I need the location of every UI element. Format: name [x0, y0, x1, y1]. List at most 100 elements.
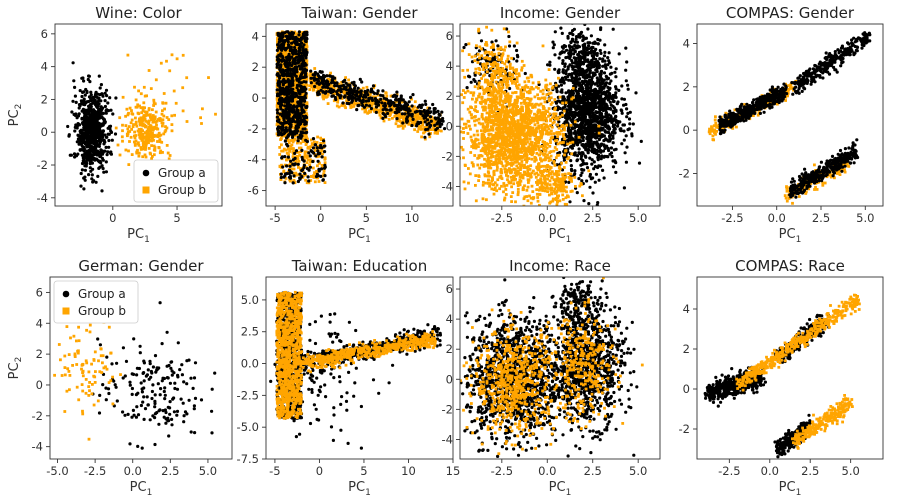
- data-point: [279, 131, 283, 135]
- data-point: [419, 112, 423, 116]
- data-point: [378, 113, 382, 117]
- data-point: [326, 93, 330, 97]
- data-point: [126, 53, 130, 57]
- data-point: [423, 137, 427, 141]
- data-point: [151, 114, 155, 117]
- data-point: [80, 137, 84, 141]
- data-point: [427, 132, 431, 136]
- data-point: [144, 119, 148, 123]
- data-point: [303, 41, 306, 45]
- data-point: [305, 101, 309, 105]
- data-point: [421, 114, 425, 118]
- data-point: [147, 122, 151, 126]
- data-point: [275, 65, 279, 69]
- data-point: [389, 94, 393, 98]
- data-point: [293, 37, 297, 41]
- data-point: [380, 103, 384, 107]
- x-tick-label: -5: [269, 211, 280, 225]
- data-point: [569, 164, 574, 168]
- y-tick-label: 4: [252, 29, 259, 43]
- data-point: [316, 164, 319, 168]
- data-point: [295, 128, 299, 132]
- data-point: [129, 121, 133, 125]
- data-point: [101, 123, 105, 127]
- data-point: [276, 93, 280, 97]
- data-point: [104, 160, 108, 164]
- data-point: [319, 143, 323, 148]
- data-point: [80, 102, 85, 106]
- data-point: [426, 127, 430, 131]
- data-point: [313, 70, 317, 75]
- data-point: [85, 155, 89, 159]
- data-point: [88, 127, 92, 131]
- y-tick-label: 0: [41, 125, 48, 139]
- data-point: [573, 88, 578, 92]
- data-point: [423, 120, 427, 124]
- data-point: [168, 154, 172, 157]
- data-point: [284, 177, 288, 180]
- data-point: [87, 148, 91, 152]
- data-point: [428, 106, 432, 110]
- data-point: [355, 91, 359, 96]
- data-point: [291, 60, 295, 65]
- data-point: [82, 141, 87, 145]
- data-point: [304, 53, 308, 57]
- data-point: [293, 41, 297, 45]
- data-point: [299, 146, 303, 150]
- data-point: [98, 124, 102, 128]
- data-point: [297, 166, 300, 169]
- data-point: [275, 55, 279, 59]
- data-point: [99, 161, 103, 165]
- data-point: [200, 122, 203, 125]
- data-point: [315, 83, 319, 87]
- data-point: [103, 99, 107, 103]
- data-point: [133, 130, 136, 134]
- data-point: [285, 172, 289, 176]
- data-point: [286, 30, 290, 34]
- data-point: [280, 156, 284, 160]
- data-point: [147, 141, 150, 145]
- data-point: [276, 119, 280, 123]
- data-point: [400, 105, 404, 109]
- data-point: [101, 94, 105, 98]
- data-point: [128, 130, 132, 133]
- data-point: [309, 160, 312, 164]
- data-point: [284, 126, 288, 130]
- data-point: [435, 126, 439, 130]
- data-point: [309, 149, 313, 153]
- data-point: [77, 142, 81, 146]
- data-point: [391, 116, 394, 120]
- data-point: [295, 93, 299, 98]
- data-point: [288, 127, 292, 131]
- data-point: [285, 116, 289, 120]
- data-point: [150, 116, 154, 119]
- data-point: [281, 52, 284, 56]
- data-point: [163, 107, 166, 111]
- data-point: [283, 111, 287, 115]
- data-point: [308, 84, 311, 88]
- data-point: [281, 149, 285, 153]
- data-point: [143, 153, 147, 157]
- data-point: [298, 91, 302, 95]
- data-point: [141, 134, 145, 138]
- data-point: [84, 101, 88, 105]
- data-point: [410, 121, 414, 125]
- data-point: [279, 88, 283, 92]
- data-point: [87, 144, 91, 148]
- x-axis-label: PC1: [127, 227, 150, 245]
- data-point: [297, 60, 301, 64]
- data-point: [285, 61, 289, 65]
- data-point: [128, 106, 132, 110]
- data-point: [143, 106, 146, 110]
- data-point: [294, 149, 299, 153]
- data-point: [319, 136, 322, 140]
- data-point: [395, 117, 399, 121]
- data-point: [68, 153, 72, 157]
- data-point: [284, 107, 288, 111]
- data-point: [81, 90, 85, 94]
- data-point: [314, 83, 317, 87]
- data-point: [138, 130, 141, 134]
- data-point: [126, 113, 130, 117]
- data-point: [320, 164, 324, 167]
- data-point: [332, 99, 336, 103]
